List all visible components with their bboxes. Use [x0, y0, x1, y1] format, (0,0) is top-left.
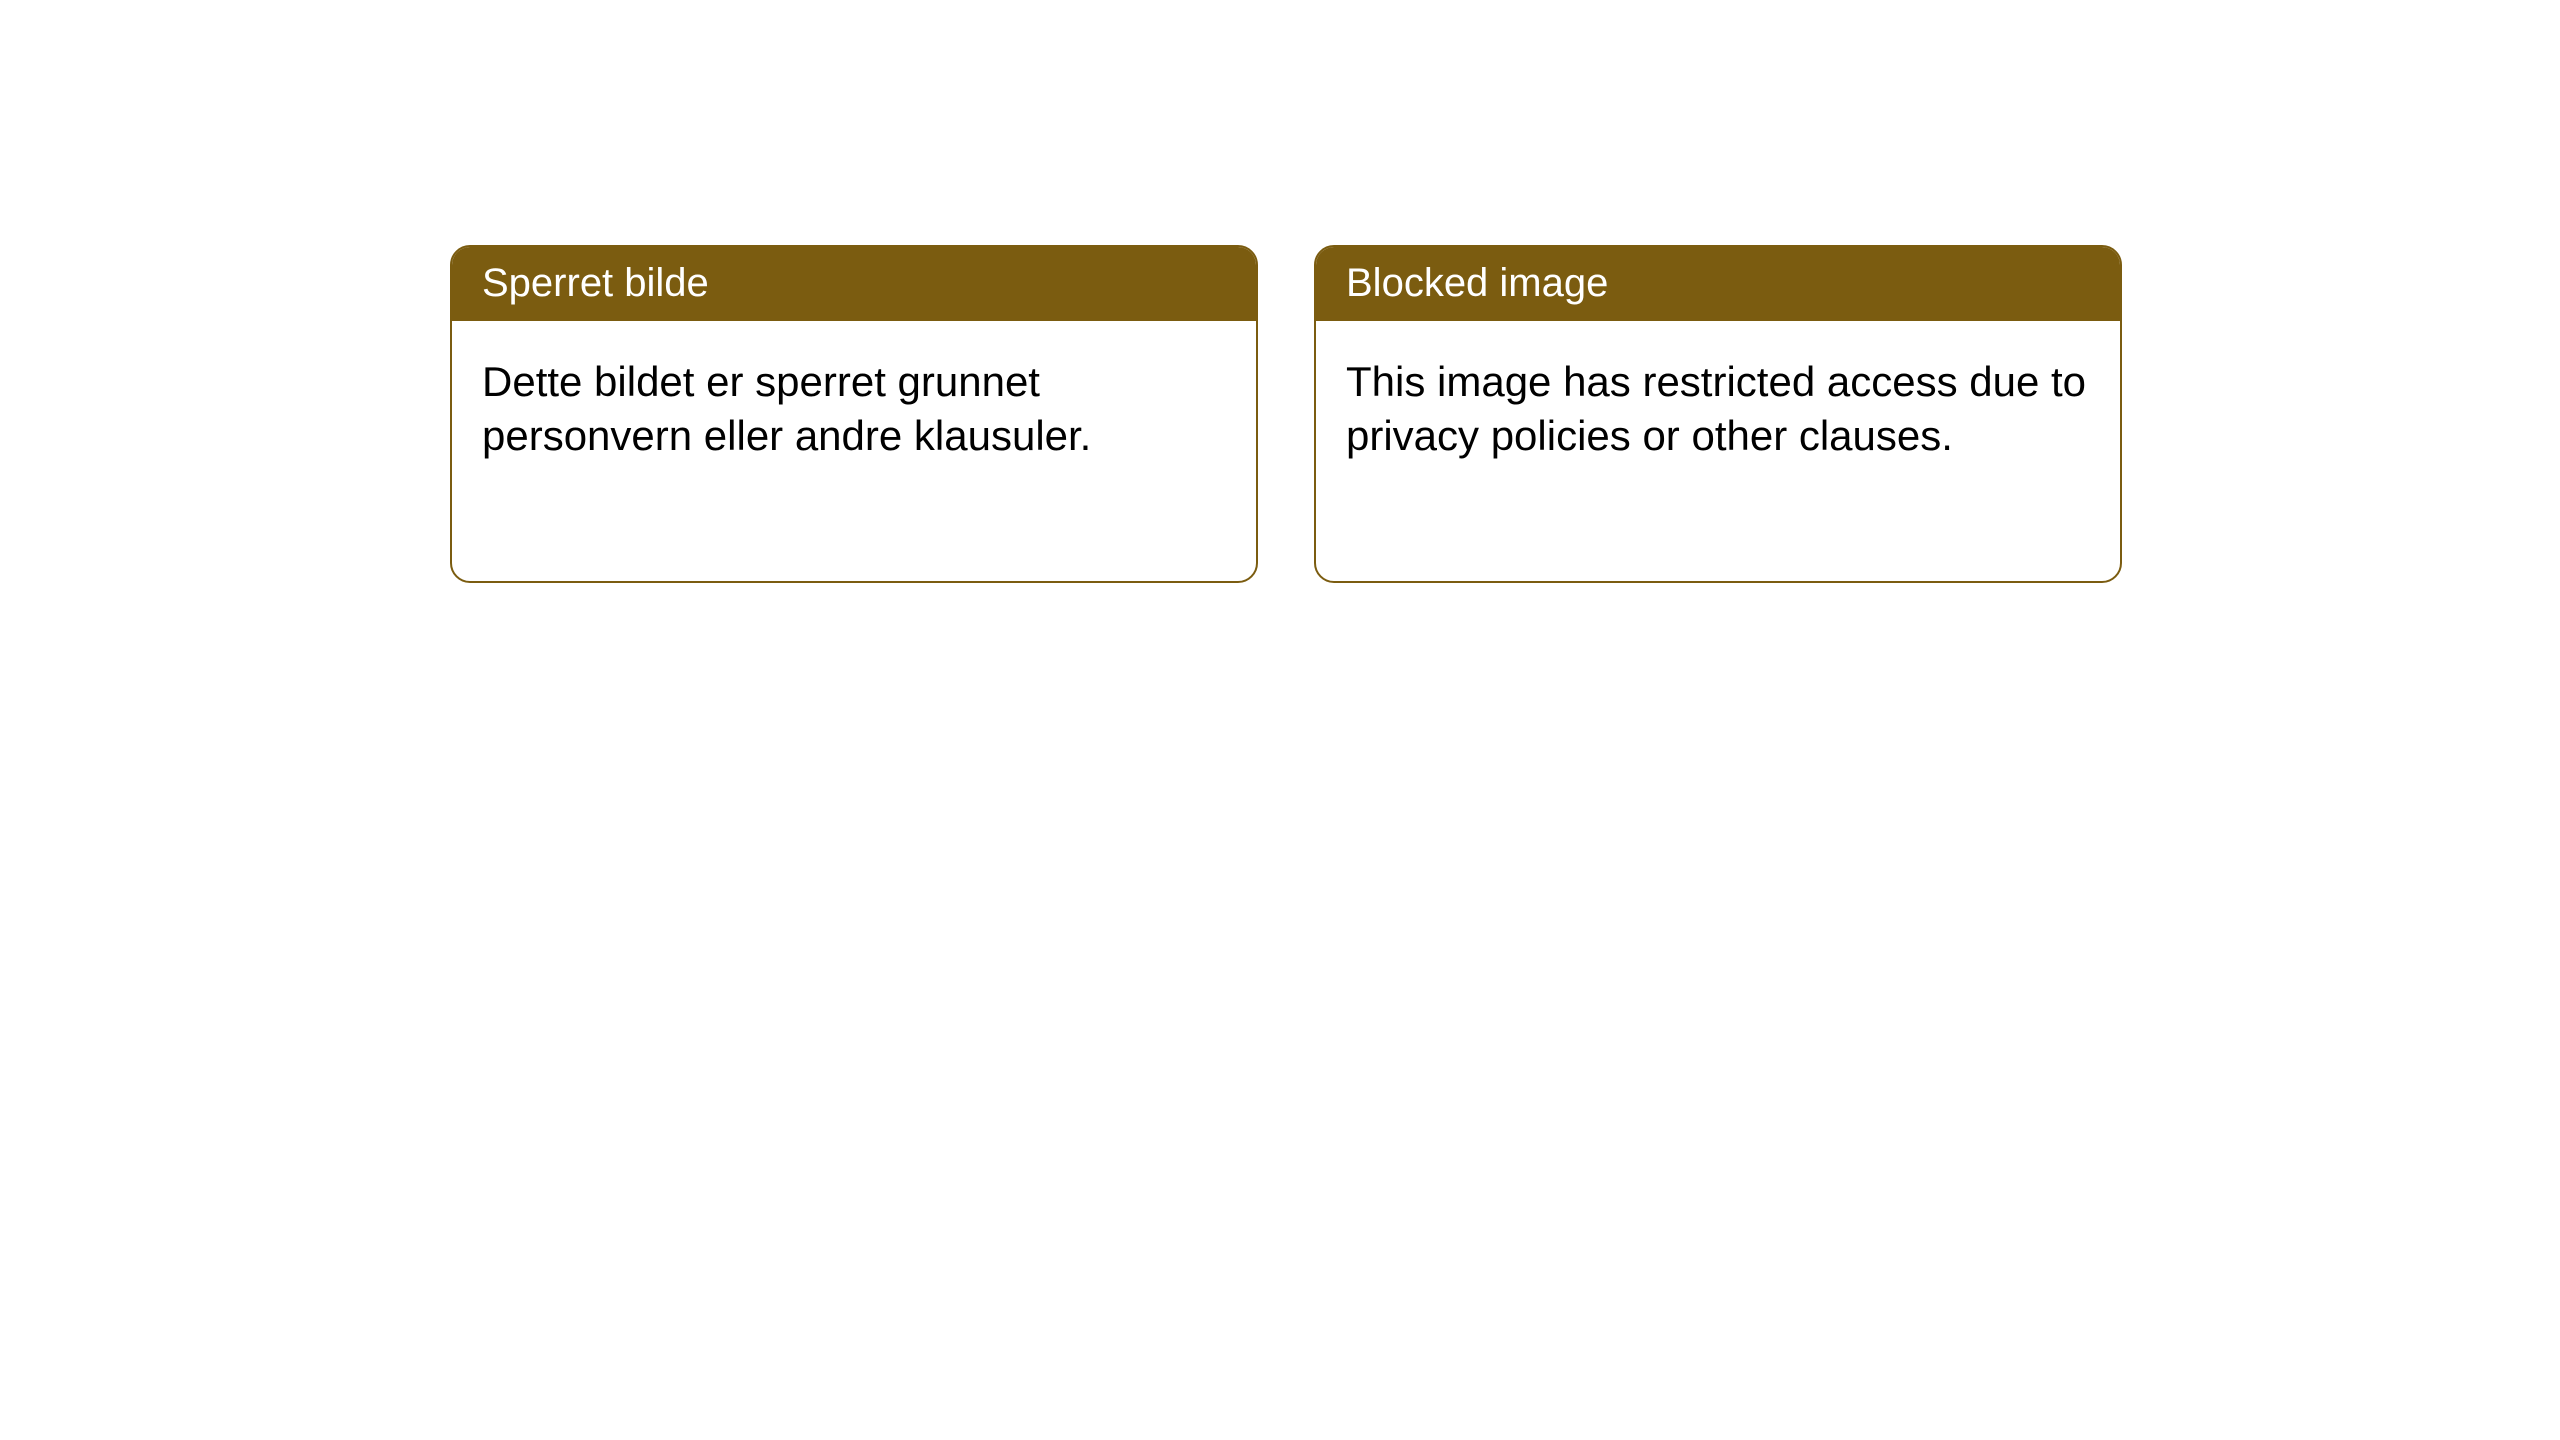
notice-body-text: This image has restricted access due to … — [1346, 358, 2086, 459]
notice-body-text: Dette bildet er sperret grunnet personve… — [482, 358, 1091, 459]
notice-container: Sperret bilde Dette bildet er sperret gr… — [0, 0, 2560, 583]
notice-header: Sperret bilde — [452, 247, 1256, 321]
notice-header: Blocked image — [1316, 247, 2120, 321]
notice-title: Blocked image — [1346, 261, 1608, 305]
notice-body: This image has restricted access due to … — [1316, 321, 2120, 493]
notice-card-english: Blocked image This image has restricted … — [1314, 245, 2122, 583]
notice-body: Dette bildet er sperret grunnet personve… — [452, 321, 1256, 493]
notice-title: Sperret bilde — [482, 261, 709, 305]
notice-card-norwegian: Sperret bilde Dette bildet er sperret gr… — [450, 245, 1258, 583]
